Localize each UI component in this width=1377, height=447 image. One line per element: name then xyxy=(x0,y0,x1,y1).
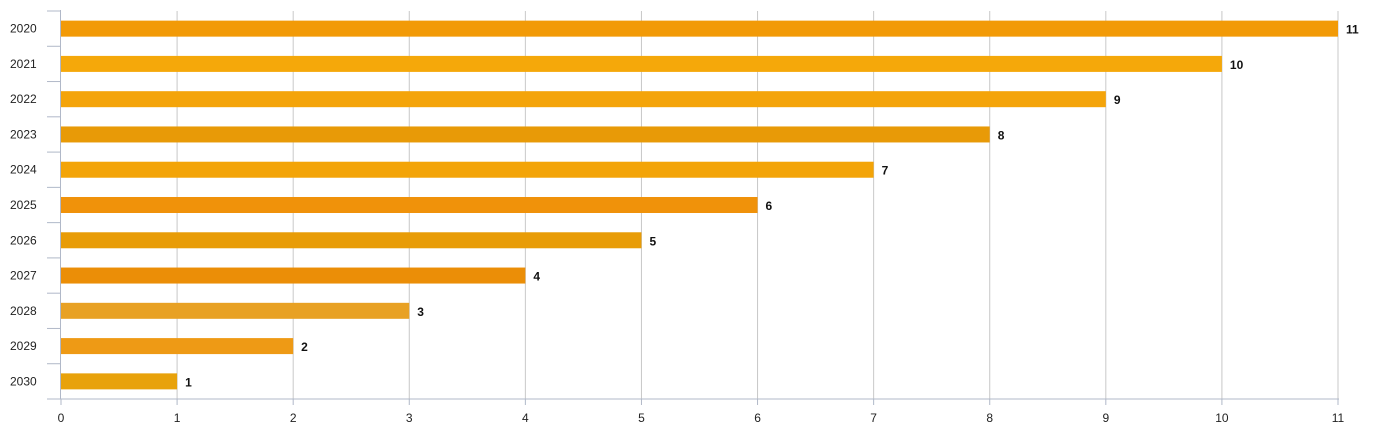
data-label-2026: 5 xyxy=(649,234,656,248)
y-tick-label-2026: 2026 xyxy=(10,233,37,247)
y-tick-label-2023: 2023 xyxy=(10,127,37,141)
bar-2029 xyxy=(61,338,294,355)
bar-2020 xyxy=(61,20,1338,37)
data-labels: 11 10 9 8 7 6 5 4 3 2 1 xyxy=(185,23,1359,390)
x-tick-label-9: 9 xyxy=(1102,411,1109,425)
y-tick-label-2028: 2028 xyxy=(10,304,37,318)
y-tick-label-2022: 2022 xyxy=(10,92,37,106)
bar-2022 xyxy=(61,91,1106,108)
y-tick-labels: 2020 2021 2022 2023 2024 2025 2026 2027 2028 2029… xyxy=(10,22,37,389)
data-label-2023: 8 xyxy=(998,128,1005,142)
data-label-2022: 9 xyxy=(1114,93,1121,107)
data-label-2027: 4 xyxy=(533,270,540,284)
y-tick-label-2029: 2029 xyxy=(10,339,37,353)
y-tick-label-2020: 2020 xyxy=(10,22,37,36)
x-tick-label-8: 8 xyxy=(986,411,993,425)
bars xyxy=(61,20,1338,390)
y-tick-label-2030: 2030 xyxy=(10,374,37,388)
data-label-2021: 10 xyxy=(1230,58,1244,72)
y-tick-label-2027: 2027 xyxy=(10,269,37,283)
x-tick-label-2: 2 xyxy=(290,411,297,425)
x-tick-labels: 0 1 2 3 4 5 6 7 8 9 10 11 xyxy=(58,411,1345,425)
bar-2025 xyxy=(61,197,758,213)
bar-2026 xyxy=(61,232,642,249)
x-tick-label-0: 0 xyxy=(58,411,65,425)
x-tick-label-3: 3 xyxy=(406,411,413,425)
x-tick-label-4: 4 xyxy=(522,411,529,425)
data-label-2030: 1 xyxy=(185,375,192,389)
data-label-2024: 7 xyxy=(882,164,889,178)
data-label-2029: 2 xyxy=(301,340,308,354)
x-tick-label-6: 6 xyxy=(754,411,761,425)
y-tick-label-2025: 2025 xyxy=(10,198,37,212)
bar-2024 xyxy=(61,161,874,178)
bar-2027 xyxy=(61,267,526,284)
data-label-2020: 11 xyxy=(1346,23,1359,37)
axes xyxy=(47,10,1339,405)
x-tick-label-5: 5 xyxy=(638,411,645,425)
data-label-2028: 3 xyxy=(417,305,424,319)
x-tick-label-10: 10 xyxy=(1215,411,1229,425)
x-tick-label-1: 1 xyxy=(174,411,181,425)
bar-2030 xyxy=(61,373,178,390)
y-tick-label-2021: 2021 xyxy=(10,57,37,71)
y-tick-label-2024: 2024 xyxy=(10,163,37,177)
bar-2028 xyxy=(61,302,410,319)
bar-2023 xyxy=(61,126,990,143)
bar-2021 xyxy=(61,55,1222,72)
data-label-2025: 6 xyxy=(766,199,773,213)
x-tick-label-11: 11 xyxy=(1332,411,1345,425)
x-tick-label-7: 7 xyxy=(870,411,877,425)
